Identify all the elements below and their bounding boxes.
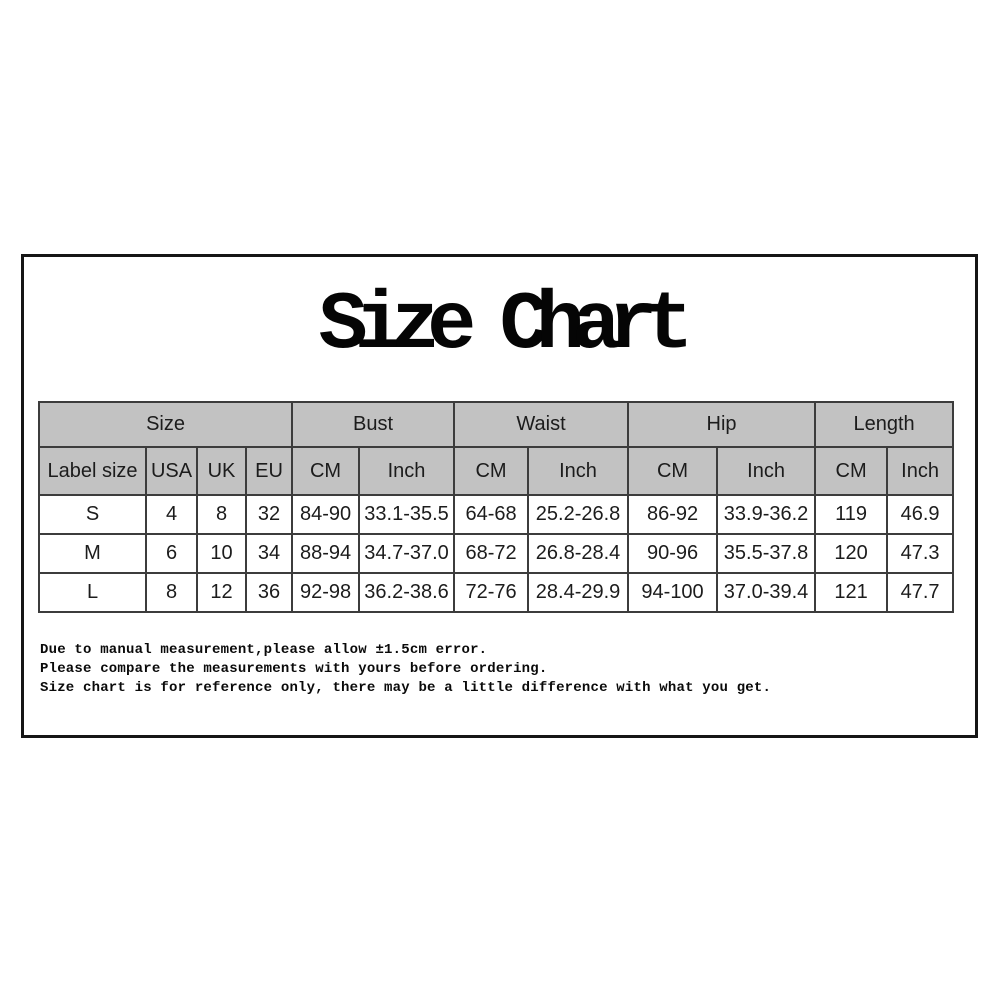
column-header-waist-cm: CM [453,446,530,496]
cell-hip-cm: 86-92 [627,494,719,535]
cell-waist-cm: 72-76 [453,572,530,613]
table-row-size-s: S 4 8 32 84-90 33.1-35.5 64-68 25.2-26.8… [38,494,955,535]
cell-length-inch: 47.3 [886,533,955,574]
cell-eu: 34 [244,533,294,574]
cell-usa: 6 [145,533,198,574]
cell-eu: 32 [244,494,294,535]
cell-bust-cm: 88-94 [291,533,361,574]
group-header-hip: Hip [627,401,817,448]
cell-bust-inch: 33.1-35.5 [358,494,456,535]
size-chart-panel: Size Chart Size Bust Waist Hip Length La… [21,254,978,738]
column-header-usa: USA [145,446,198,496]
cell-uk: 12 [196,572,247,613]
cell-waist-cm: 68-72 [453,533,530,574]
note-line-compare-measurements: Please compare the measurements with you… [40,661,548,677]
cell-hip-cm: 94-100 [627,572,719,613]
group-header-length: Length [814,401,955,448]
column-header-length-cm: CM [814,446,889,496]
table-group-header-row: Size Bust Waist Hip Length [37,401,955,448]
cell-bust-inch: 34.7-37.0 [358,533,456,574]
group-header-bust: Bust [291,401,456,448]
column-header-length-inch: Inch [886,446,955,496]
note-line-reference-only: Size chart is for reference only, there … [40,680,772,696]
group-header-size: Size [37,401,294,448]
column-header-label-size: Label size [38,446,147,496]
cell-length-inch: 46.9 [886,494,955,535]
column-header-uk: UK [196,446,247,496]
column-header-eu: EU [244,446,294,496]
cell-uk: 8 [196,494,247,535]
cell-waist-inch: 26.8-28.4 [527,533,630,574]
cell-length-inch: 47.7 [886,572,955,613]
cell-label-size: M [38,533,147,574]
table-row-size-m: M 6 10 34 88-94 34.7-37.0 68-72 26.8-28.… [38,533,955,574]
cell-hip-inch: 35.5-37.8 [716,533,817,574]
table-row-size-l: L 8 12 36 92-98 36.2-38.6 72-76 28.4-29.… [38,572,955,613]
cell-usa: 4 [145,494,198,535]
cell-bust-cm: 84-90 [291,494,361,535]
size-table: Size Bust Waist Hip Length Label size US… [37,401,955,613]
cell-label-size: S [38,494,147,535]
column-header-bust-cm: CM [291,446,361,496]
cell-length-cm: 121 [814,572,889,613]
cell-hip-inch: 37.0-39.4 [716,572,817,613]
cell-waist-inch: 25.2-26.8 [527,494,630,535]
cell-waist-cm: 64-68 [453,494,530,535]
table-column-header-row: Label size USA UK EU CM Inch CM Inch CM … [38,446,955,496]
cell-hip-cm: 90-96 [627,533,719,574]
column-header-bust-inch: Inch [358,446,456,496]
cell-usa: 8 [145,572,198,613]
page-title: Size Chart [318,279,693,372]
cell-label-size: L [38,572,147,613]
note-line-measurement-error: Due to manual measurement,please allow ±… [40,642,488,658]
column-header-waist-inch: Inch [527,446,630,496]
cell-hip-inch: 33.9-36.2 [716,494,817,535]
column-header-hip-inch: Inch [716,446,817,496]
cell-uk: 10 [196,533,247,574]
cell-eu: 36 [244,572,294,613]
cell-length-cm: 119 [814,494,889,535]
cell-waist-inch: 28.4-29.9 [527,572,630,613]
column-header-hip-cm: CM [627,446,719,496]
cell-bust-inch: 36.2-38.6 [358,572,456,613]
group-header-waist: Waist [453,401,630,448]
disclaimer-notes: Due to manual measurement,please allow ±… [40,641,771,698]
cell-bust-cm: 92-98 [291,572,361,613]
cell-length-cm: 120 [814,533,889,574]
